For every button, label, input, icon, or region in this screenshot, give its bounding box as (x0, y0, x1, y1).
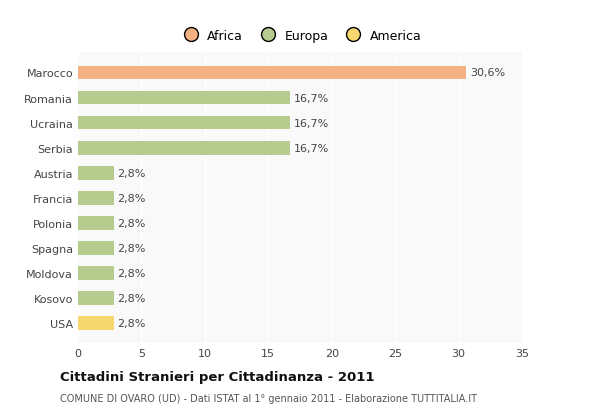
Text: 2,8%: 2,8% (118, 169, 146, 178)
Bar (78, 117, 290, 130)
Bar (78, 142, 290, 155)
Bar (78, 292, 113, 306)
Bar (78, 191, 113, 205)
Text: Cittadini Stranieri per Cittadinanza - 2011: Cittadini Stranieri per Cittadinanza - 2… (60, 370, 374, 383)
Bar (78, 166, 113, 180)
Bar (78, 267, 113, 280)
Text: 2,8%: 2,8% (118, 218, 146, 228)
Text: 16,7%: 16,7% (293, 143, 329, 153)
Text: 2,8%: 2,8% (118, 243, 146, 254)
Text: COMUNE DI OVARO (UD) - Dati ISTAT al 1° gennaio 2011 - Elaborazione TUTTITALIA.I: COMUNE DI OVARO (UD) - Dati ISTAT al 1° … (60, 393, 477, 403)
Legend: Africa, Europa, America: Africa, Europa, America (173, 25, 427, 47)
Text: 2,8%: 2,8% (118, 294, 146, 303)
Bar (78, 216, 113, 230)
Bar (78, 317, 113, 330)
Bar (78, 66, 466, 80)
Text: 2,8%: 2,8% (118, 193, 146, 203)
Text: 2,8%: 2,8% (118, 268, 146, 279)
Text: 2,8%: 2,8% (118, 319, 146, 328)
Bar (78, 91, 290, 105)
Text: 30,6%: 30,6% (470, 68, 505, 78)
Text: 16,7%: 16,7% (293, 93, 329, 103)
Text: 16,7%: 16,7% (293, 118, 329, 128)
Bar (78, 242, 113, 255)
